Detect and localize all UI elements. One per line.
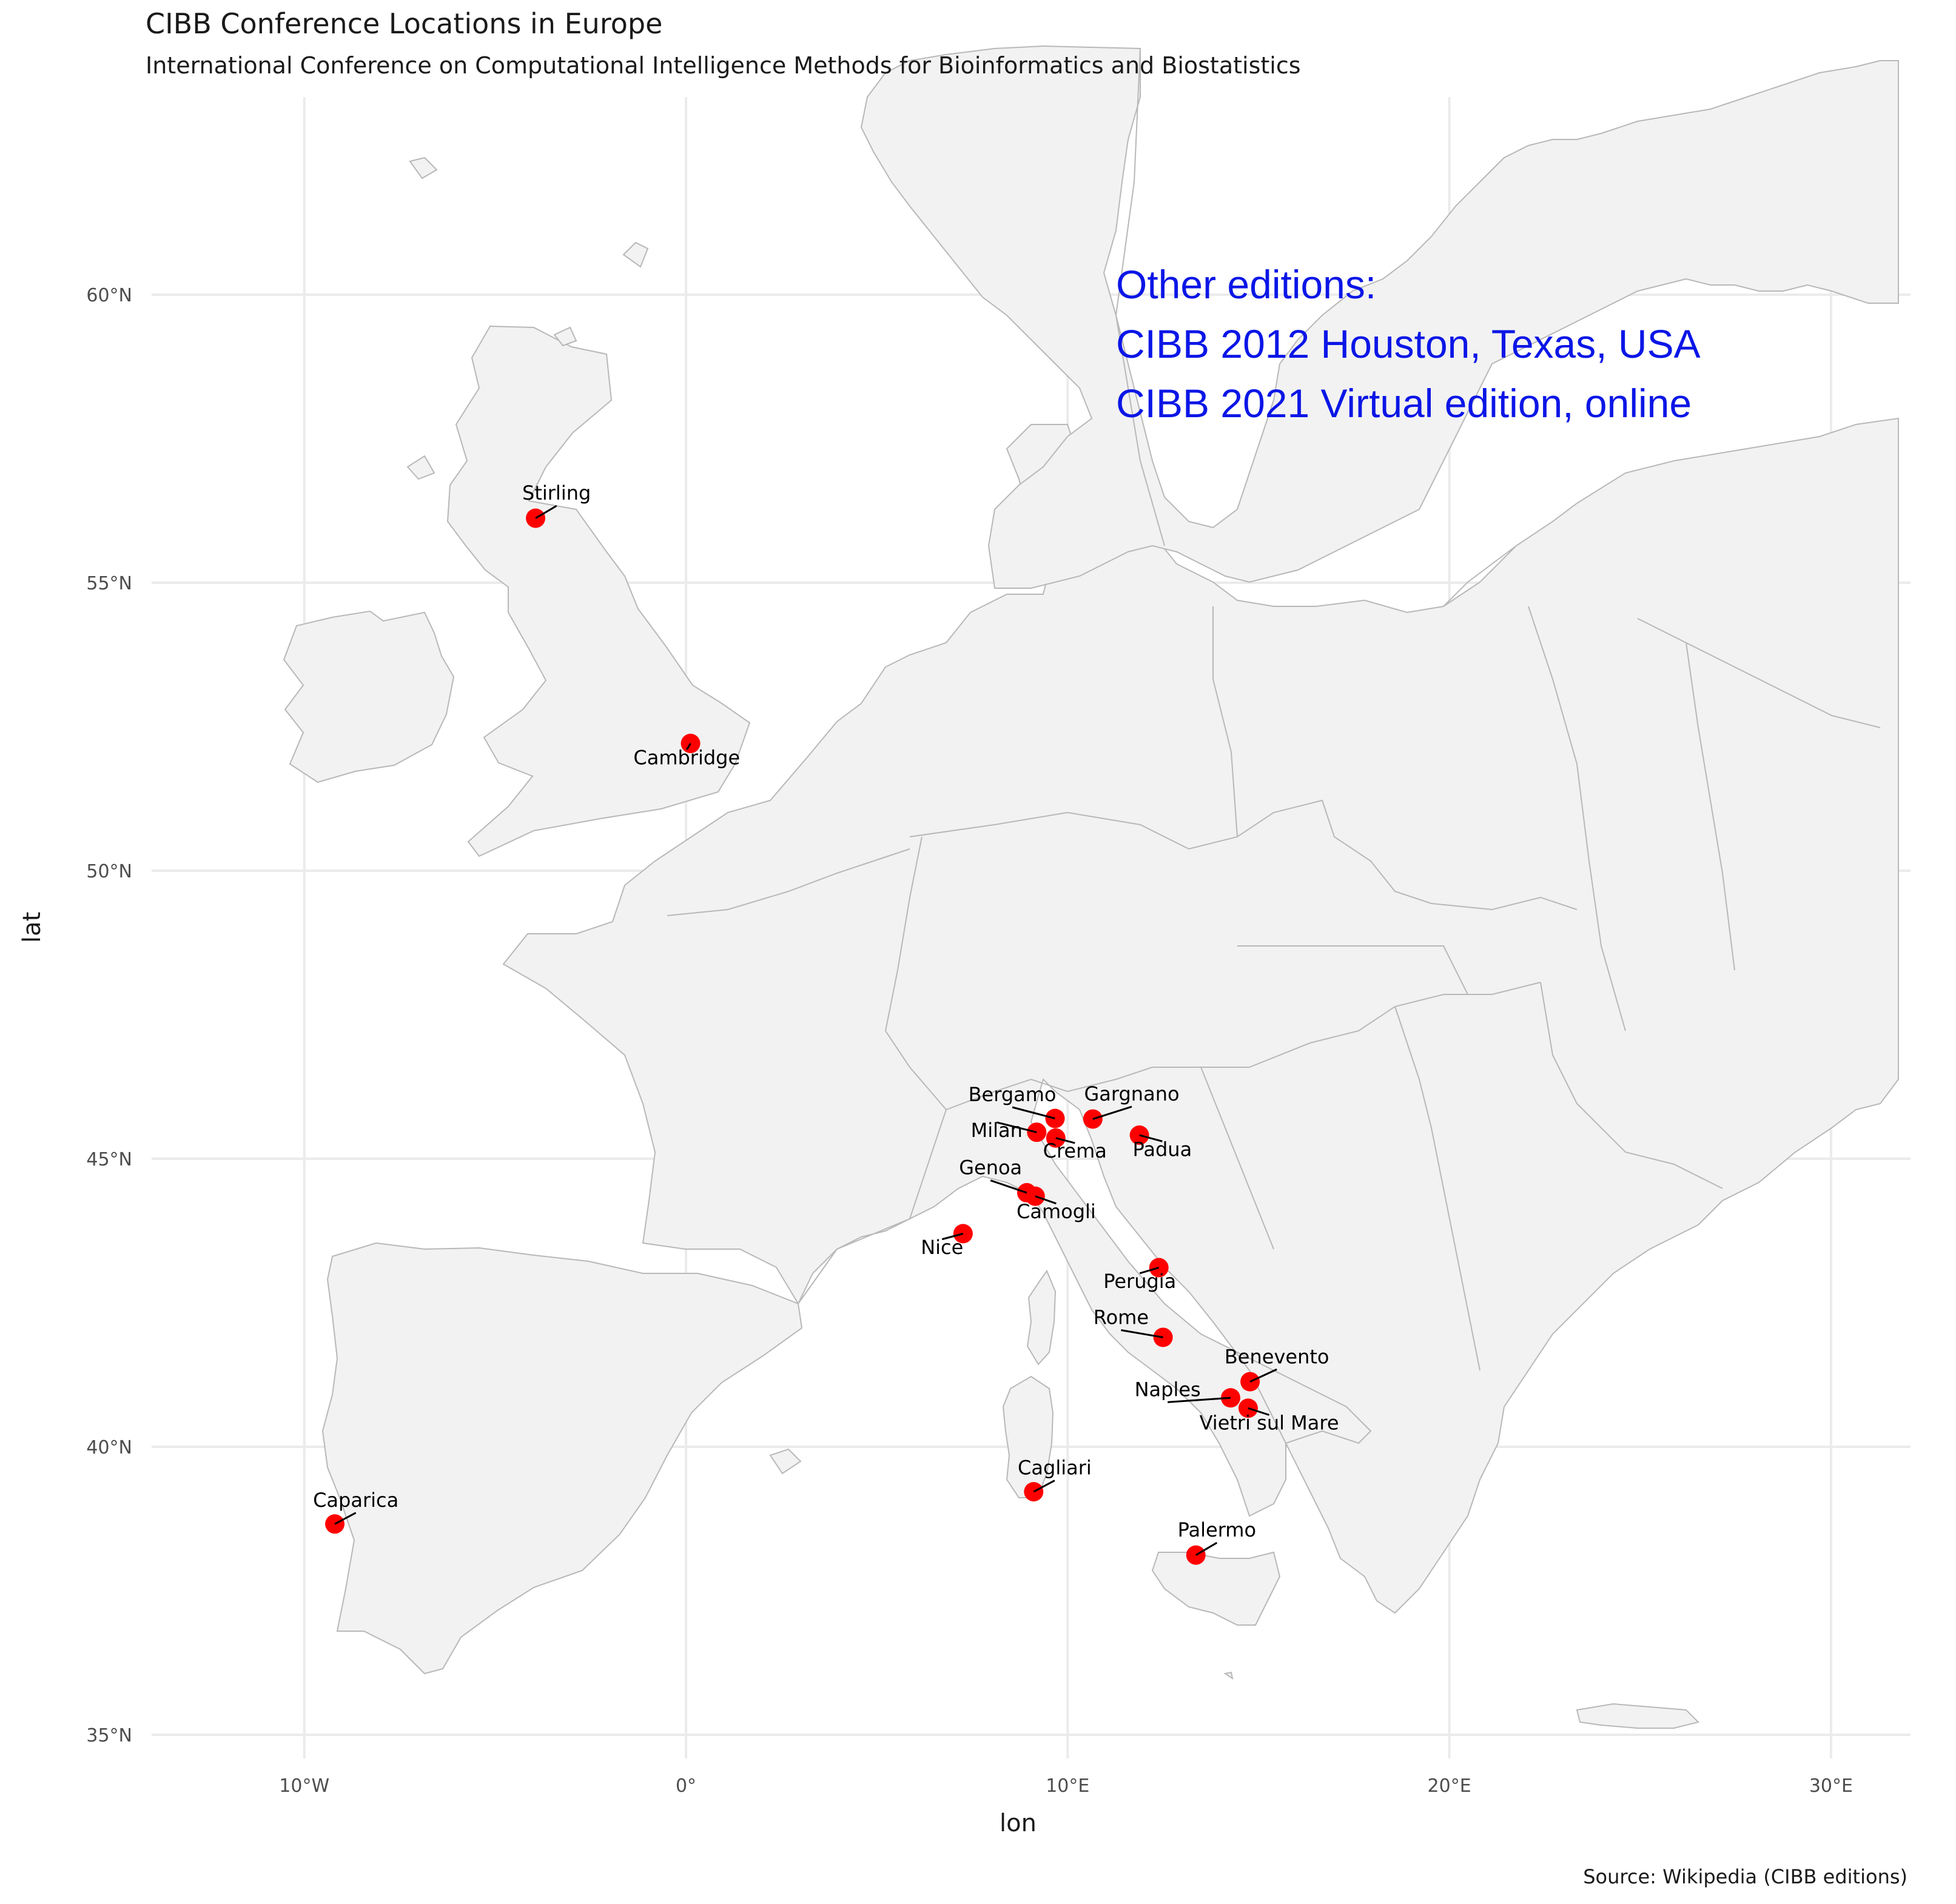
label-leader [1012,1106,1055,1119]
label-leader [334,1512,357,1525]
x-axis: 10°W 0° 10°E 20°E 30°E [279,1775,1853,1797]
label-cambridge: Cambridge [633,746,740,769]
x-tick-label: 30°E [1809,1775,1853,1797]
point-labels: Stirling Cambridge Caparica Bergamo Gargnano… [313,481,1339,1556]
label-naples: Naples [1135,1378,1201,1401]
label-leader [1248,1407,1270,1416]
land-iberia [321,1242,803,1675]
annotation-line-houston: CIBB 2012 Houston, Texas, USA [1116,321,1701,366]
label-leader [1035,1195,1057,1205]
label-crema: Crema [1043,1139,1107,1162]
label-cagliari: Cagliari [1018,1456,1092,1480]
label-benevento: Benevento [1225,1345,1329,1368]
land-ireland [283,610,455,783]
land-islands-north [406,156,649,480]
x-tick-label: 10°E [1046,1775,1089,1797]
y-axis: 35°N 40°N 45°N 50°N 55°N 60°N [86,285,132,1746]
label-genoa: Genoa [959,1156,1022,1179]
label-milan: Milan [971,1119,1023,1142]
other-editions-annotation: Other editions: CIBB 2012 Houston, Texas… [1116,255,1701,433]
chart-title: CIBB Conference Locations in Europe [146,7,663,40]
label-stirling: Stirling [522,481,591,504]
label-leader [990,1179,1027,1194]
label-leader [1033,1480,1055,1493]
annotation-line-heading: Other editions: [1116,262,1377,307]
y-tick-label: 60°N [86,285,132,306]
label-leader [1139,1267,1160,1275]
land-great-britain [446,325,751,857]
label-caparica: Caparica [313,1489,398,1512]
x-tick-label: 20°E [1428,1775,1471,1797]
label-camogli: Camogli [1017,1200,1096,1223]
label-leader [941,1233,964,1241]
label-leader [685,743,691,751]
label-leader [1249,1368,1277,1383]
label-leader [996,1121,1037,1133]
land-mainland [502,417,1899,1614]
label-leader [1195,1541,1218,1556]
label-vietri-sul-mare: Vietri sul Mare [1200,1412,1339,1435]
label-nice: Nice [921,1236,963,1259]
label-perugia: Perugia [1103,1270,1176,1293]
y-tick-label: 50°N [86,861,132,882]
chart-subtitle: International Conference on Computationa… [146,52,1301,79]
label-leader [1168,1396,1231,1403]
label-palermo: Palermo [1178,1518,1256,1541]
land-corsica [1026,1269,1057,1366]
x-tick-label: 10°W [279,1775,329,1797]
y-tick-label: 45°N [86,1149,132,1170]
land-sardinia [1002,1375,1054,1498]
y-tick-label: 40°N [86,1437,132,1458]
land-scandinavia [860,45,1899,589]
label-leader [1139,1134,1163,1142]
label-rome: Rome [1094,1306,1149,1329]
land-sicily [1151,1551,1281,1626]
y-tick-label: 35°N [86,1725,132,1746]
label-leader [1055,1137,1075,1144]
label-leader [1121,1329,1163,1338]
source-caption: Source: Wikipedia (CIBB editions) [1583,1865,1907,1888]
land-crete [769,1448,1699,1729]
x-tick-label: 0° [676,1775,696,1797]
x-axis-title: lon [1000,1809,1037,1837]
label-bergamo: Bergamo [969,1083,1057,1106]
annotation-line-virtual: CIBB 2021 Virtual edition, online [1116,381,1692,426]
label-gargnano: Gargnano [1084,1082,1179,1105]
label-leader [1092,1105,1132,1120]
country-borders [667,48,1881,1371]
label-padua: Padua [1133,1138,1192,1161]
y-axis-title: lat [18,911,46,943]
y-tick-label: 55°N [86,573,132,594]
label-leader [535,504,557,519]
europe-land [283,45,1899,1729]
